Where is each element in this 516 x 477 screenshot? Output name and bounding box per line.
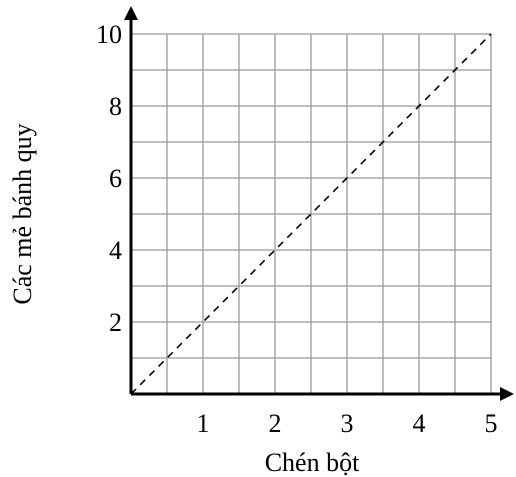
y-tick-label: 6 (109, 164, 122, 193)
y-tick-label: 4 (109, 236, 122, 265)
x-tick-label: 3 (341, 409, 354, 438)
tick-labels: 1 2 3 4 5 2 4 6 8 10 (96, 20, 498, 438)
x-tick-label: 5 (485, 409, 498, 438)
axes (124, 6, 514, 401)
series-line-0 (130, 33, 492, 395)
y-axis-arrow-icon (124, 6, 138, 20)
series-layer (130, 33, 492, 395)
x-axis-title: Chén bột (265, 448, 360, 477)
y-tick-label: 10 (96, 20, 122, 49)
y-tick-label: 2 (109, 308, 122, 337)
grid (131, 33, 492, 394)
y-tick-label: 8 (109, 92, 122, 121)
x-tick-label: 2 (269, 409, 282, 438)
y-axis-title: Các mẻ bánh quy (8, 123, 37, 304)
x-axis-arrow-icon (500, 387, 514, 401)
x-tick-label: 4 (413, 409, 426, 438)
x-tick-label: 1 (197, 409, 210, 438)
